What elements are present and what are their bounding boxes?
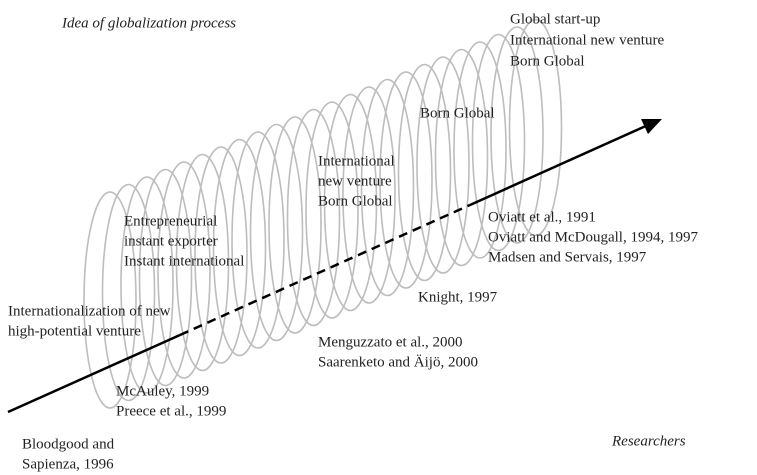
ring: [121, 177, 173, 393]
concept-label: new venture: [318, 173, 392, 189]
ring: [417, 57, 469, 273]
concept-label: Internationalization of new: [8, 303, 171, 319]
researcher-label: Oviatt and McDougall, 1994, 1997: [488, 229, 698, 245]
concept-label: International: [318, 153, 395, 169]
concept-label: Born Global: [510, 53, 585, 69]
concept-label: Born Global: [420, 105, 495, 121]
ring: [269, 117, 321, 333]
ring: [510, 20, 562, 236]
concept-label: high-potential venture: [8, 323, 141, 339]
ring: [454, 42, 506, 258]
concept-label: Entrepreneurial: [124, 213, 217, 229]
ring: [140, 170, 192, 386]
researcher-label: Madsen and Servais, 1997: [488, 249, 647, 265]
researcher-label: Bloodgood and: [22, 436, 115, 452]
researchers-label: Researchers: [611, 433, 686, 449]
researcher-label: Saarenketo and Äijö, 2000: [318, 353, 478, 370]
concept-label: instant exporter: [124, 233, 218, 249]
ring: [436, 50, 488, 266]
researcher-label: McAuley, 1999: [116, 383, 209, 399]
ring: [399, 65, 451, 281]
concept-label: Instant international: [124, 253, 244, 269]
diagram: Idea of globalization process Researcher…: [0, 0, 757, 475]
researcher-label: Menguzzato et al., 2000: [318, 334, 463, 350]
labels: Global start-up International new venture…: [8, 11, 698, 472]
concept-label: International new venture: [510, 32, 664, 48]
ring: [251, 125, 303, 341]
arrow-line: [470, 125, 648, 205]
researcher-label: Oviatt et al., 1991: [488, 209, 596, 225]
ring: [158, 162, 210, 378]
title: Idea of globalization process: [61, 15, 236, 31]
ring: [214, 140, 266, 356]
researcher-label: Preece et al., 1999: [116, 403, 226, 419]
researcher-label: Knight, 1997: [418, 289, 498, 305]
ring: [232, 132, 284, 348]
ring: [288, 110, 340, 326]
concept-label: Global start-up: [510, 11, 600, 27]
researcher-label: Sapienza, 1996: [22, 456, 114, 472]
concept-label: Born Global: [318, 193, 393, 209]
ring: [306, 102, 358, 318]
